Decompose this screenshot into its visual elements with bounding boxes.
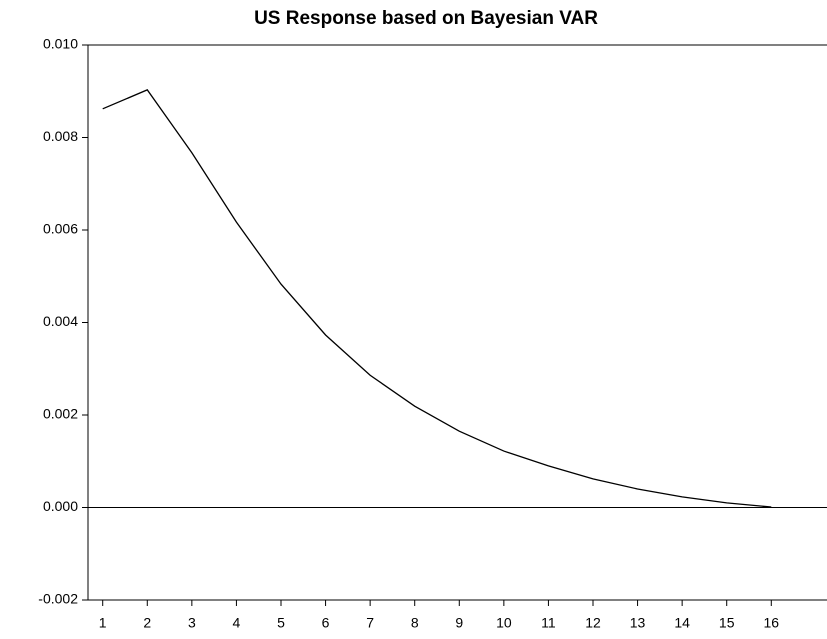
line-series [102, 89, 772, 508]
y-tick-label: 0.000 [43, 498, 78, 514]
x-tick-label: 5 [277, 615, 285, 631]
y-tick-label: 0.010 [43, 36, 78, 52]
x-tick-label: 12 [585, 615, 601, 631]
y-tick-label: 0.006 [43, 221, 78, 237]
y-tick-label: -0.002 [38, 591, 78, 607]
y-tick-label: 0.008 [43, 128, 78, 144]
x-tick-label: 16 [763, 615, 779, 631]
x-tick-label: 9 [455, 615, 463, 631]
x-tick-label: 10 [496, 615, 512, 631]
x-tick-label: 14 [674, 615, 690, 631]
x-tick-label: 4 [233, 615, 241, 631]
y-tick-label: 0.004 [43, 313, 78, 329]
x-tick-label: 11 [541, 615, 556, 631]
x-tick-label: 6 [322, 615, 330, 631]
x-tick-label: 15 [719, 615, 735, 631]
x-tick-label: 3 [188, 615, 196, 631]
x-tick-label: 8 [411, 615, 419, 631]
x-tick-label: 2 [143, 615, 151, 631]
x-tick-label: 7 [366, 615, 374, 631]
x-tick-label: 1 [99, 615, 107, 631]
y-tick-label: 0.002 [43, 406, 78, 422]
chart-title: US Response based on Bayesian VAR [254, 8, 598, 29]
x-tick-label: 13 [630, 615, 646, 631]
